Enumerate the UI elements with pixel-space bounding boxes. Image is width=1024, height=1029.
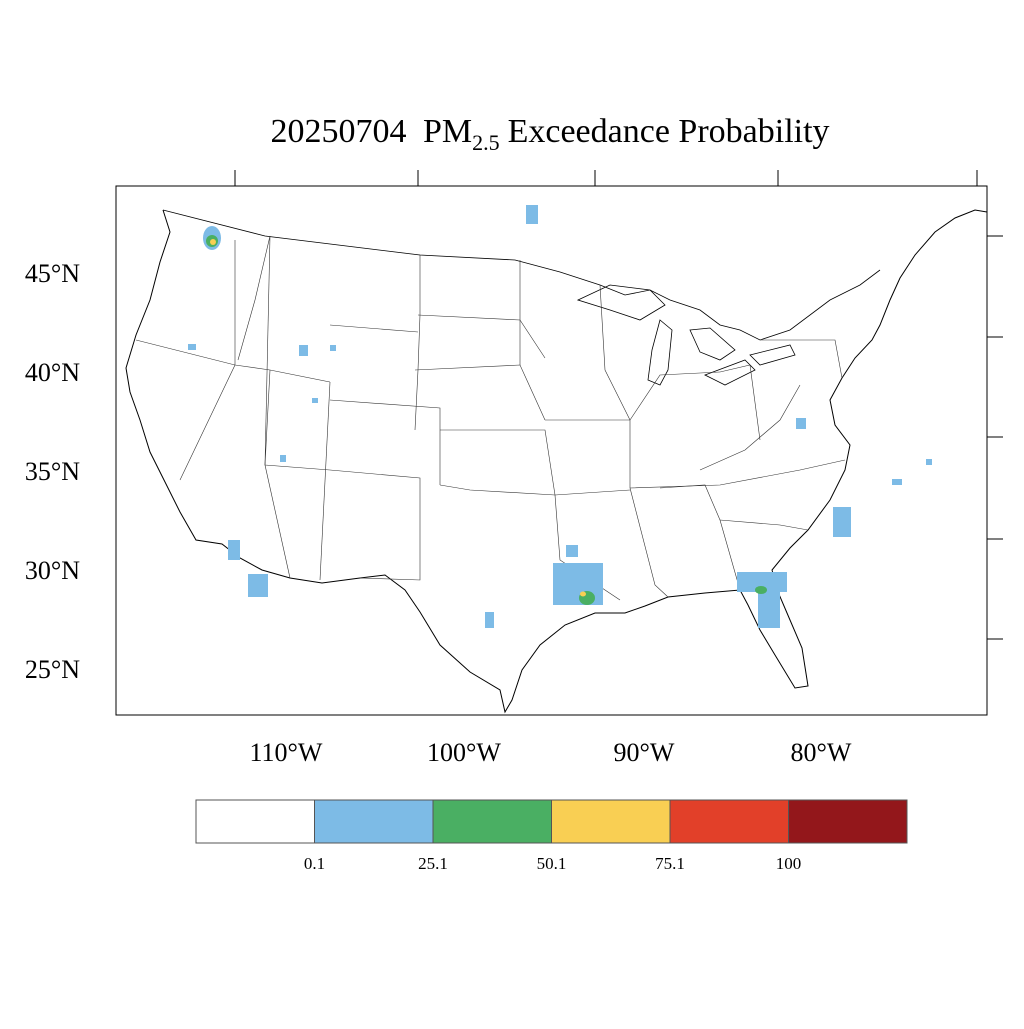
colorbar-label: 25.1 [418, 854, 448, 873]
top-ticks [234, 170, 978, 186]
colorbar-segment [788, 800, 907, 843]
lon-label: 110°W [250, 738, 323, 767]
right-ticks [987, 235, 1003, 640]
patch-yellow [580, 591, 586, 597]
patch-light-blue [330, 345, 336, 351]
patch-light-blue [566, 545, 578, 557]
state-borders [135, 235, 846, 601]
us-coastline [125, 209, 987, 714]
patch-light-blue [737, 572, 787, 592]
patch-light-blue [299, 345, 308, 356]
canada-border [162, 209, 881, 341]
map-frame [115, 185, 988, 716]
patch-light-blue [312, 398, 318, 403]
lon-label: 80°W [791, 738, 852, 767]
patch-light-blue [228, 540, 240, 560]
lon-label: 100°W [427, 738, 501, 767]
lat-label: 25°N [25, 655, 80, 684]
probability-patches [188, 205, 932, 628]
patch-light-blue [796, 418, 806, 429]
patch-green [755, 586, 767, 594]
patch-light-blue [926, 459, 932, 465]
colorbar-label: 50.1 [537, 854, 567, 873]
patch-light-blue [485, 612, 494, 628]
patch-light-blue [188, 344, 196, 350]
lat-label: 45°N [25, 259, 80, 288]
patch-light-blue [248, 574, 268, 597]
colorbar-segment [196, 800, 315, 843]
patch-yellow [210, 239, 216, 245]
patch-light-blue [892, 479, 902, 485]
patch-light-blue [280, 455, 286, 462]
colorbar-segment [670, 800, 789, 843]
colorbar-label: 75.1 [655, 854, 685, 873]
colorbar-segment [314, 800, 433, 843]
patch-light-blue [833, 507, 851, 537]
longitude-labels: 110°W 100°W 90°W 80°W [250, 738, 852, 767]
patch-light-blue [553, 563, 603, 605]
colorbar: 0.1 25.1 50.1 75.1 100 [195, 799, 908, 873]
colorbar-segment [433, 800, 552, 843]
colorbar-label: 0.1 [304, 854, 325, 873]
colorbar-segment [551, 800, 670, 843]
patch-light-blue [526, 205, 538, 224]
patch-light-blue [758, 590, 780, 628]
lat-label: 40°N [25, 358, 80, 387]
lat-label: 35°N [25, 457, 80, 486]
latitude-labels: 45°N 40°N 35°N 30°N 25°N [25, 259, 80, 684]
map-title: 20250704 PM2.5 Exceedance Probability [270, 113, 829, 155]
lat-label: 30°N [25, 556, 80, 585]
lon-label: 90°W [614, 738, 675, 767]
great-lakes [576, 284, 796, 386]
colorbar-label: 100 [776, 854, 802, 873]
